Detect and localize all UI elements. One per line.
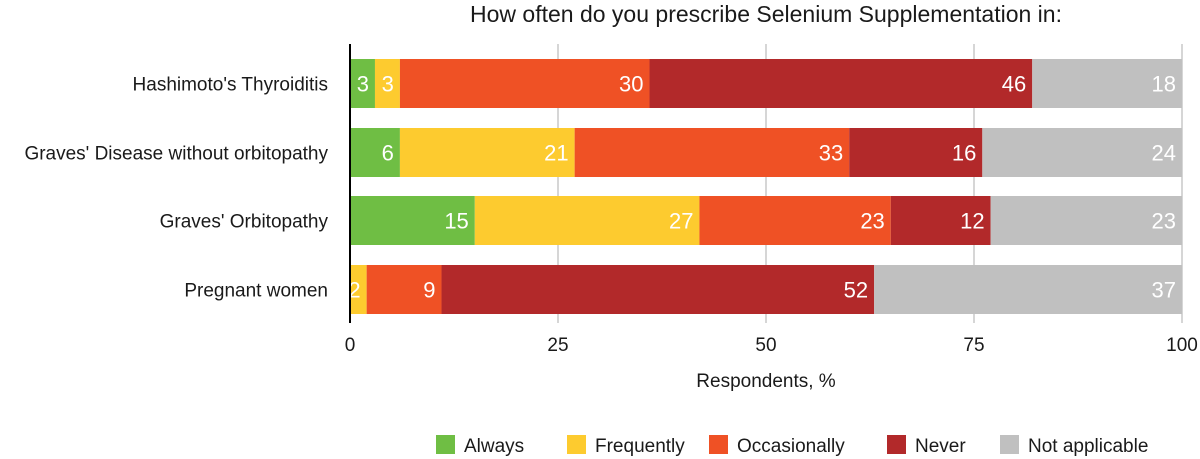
x-tick-labels: 0 25 50 75 100 [345,335,1198,356]
value-label-2-0: 15 [444,209,468,234]
legend-swatch-3 [887,435,906,454]
bar-1-1 [399,128,575,177]
legend: Always Frequently Occasionally Never Not app… [436,435,1148,457]
bar-3-4 [874,265,1182,314]
bar-2-4 [990,196,1182,245]
legend-label-0: Always [464,436,524,457]
category-label-0: Hashimoto's Thyroiditis [133,75,328,96]
value-label-2-1: 27 [669,209,693,234]
legend-label-3: Never [915,436,966,457]
category-label-1: Graves' Disease without orbitopathy [24,144,328,165]
category-label-2: Graves' Orbitopathy [160,212,329,233]
value-label-1-3: 16 [952,141,976,166]
value-label-3-2: 9 [423,278,435,303]
x-tick-label-75: 75 [963,335,984,356]
legend-item-0: Always [436,435,524,457]
x-axis-title: Respondents, % [696,371,836,392]
bar-0-3 [649,59,1033,108]
x-tick-label-50: 50 [755,335,776,356]
bar-1-4 [982,128,1182,177]
value-label-2-3: 12 [960,209,984,234]
bar-2-3 [890,196,991,245]
value-label-2-2: 23 [860,209,884,234]
bar-1-2 [574,128,850,177]
value-label-1-4: 24 [1152,141,1176,166]
value-label-3-3: 52 [844,278,868,303]
value-label-1-2: 33 [819,141,843,166]
value-label-0-4: 18 [1152,72,1176,97]
value-label-0-3: 46 [1002,72,1026,97]
bar-0-4 [1032,59,1182,108]
bar-1-3 [849,128,983,177]
value-label-1-0: 6 [382,141,394,166]
legend-label-2: Occasionally [737,436,845,457]
value-label-1-1: 21 [544,141,568,166]
value-label-3-4: 37 [1152,278,1176,303]
category-label-3: Pregnant women [184,281,328,302]
bar-2-2 [699,196,891,245]
value-labels: 3 3 30 46 18 6 21 33 16 24 15 27 23 12 23 2 9 52 37 [348,72,1176,303]
bar-2-1 [474,196,700,245]
legend-item-3: Never [887,435,966,457]
legend-swatch-2 [709,435,728,454]
legend-label-4: Not applicable [1028,436,1148,457]
legend-swatch-0 [436,435,455,454]
value-label-0-1: 3 [382,72,394,97]
chart-title: How often do you prescribe Selenium Supp… [470,1,1062,27]
value-label-3-1: 2 [348,278,360,303]
x-tick-label-25: 25 [547,335,568,356]
bars [350,59,1182,314]
legend-label-1: Frequently [595,436,685,457]
bar-3-3 [441,265,875,314]
legend-item-2: Occasionally [709,435,845,457]
value-label-0-2: 30 [619,72,643,97]
bar-2-0 [350,196,475,245]
x-tick-label-0: 0 [345,335,356,356]
bar-0-2 [399,59,650,108]
bar-0-1 [374,59,400,108]
category-labels: Hashimoto's Thyroiditis Graves' Disease w… [24,75,328,302]
bar-0-0 [350,59,375,108]
legend-item-1: Frequently [567,435,685,457]
x-tick-label-100: 100 [1166,335,1198,356]
value-label-0-0: 3 [357,72,369,97]
bar-3-1 [350,265,367,314]
bar-1-0 [350,128,400,177]
legend-swatch-4 [1000,435,1019,454]
bar-3-2 [366,265,442,314]
value-label-2-4: 23 [1152,209,1176,234]
legend-swatch-1 [567,435,586,454]
legend-item-4: Not applicable [1000,435,1148,457]
